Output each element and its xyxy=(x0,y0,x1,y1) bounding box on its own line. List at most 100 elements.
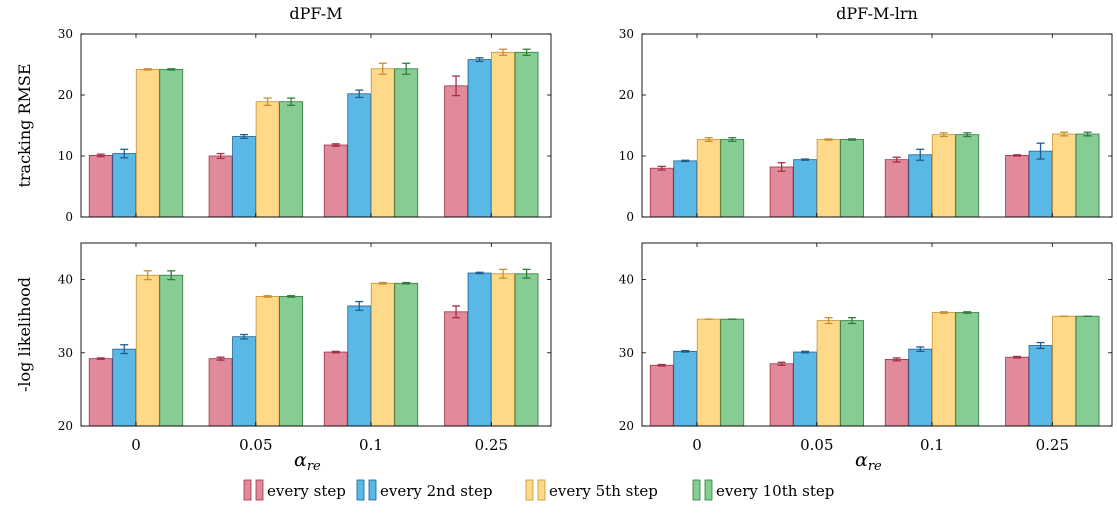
panel-top-right: 0 10 20 30 xyxy=(619,27,1113,224)
frame-bottom-right xyxy=(641,242,1113,427)
bar-top-left-0.1-3 xyxy=(394,68,419,218)
errorbar-top-left-0-2 xyxy=(143,68,152,71)
bar-bottom-left-0.05-1 xyxy=(232,336,256,427)
errorbar-top-left-0.05-2 xyxy=(263,97,272,107)
errorbar-bottom-left-0-0 xyxy=(96,357,105,361)
frame-bottom-left xyxy=(80,242,552,427)
bar-bottom-left-0.1-2 xyxy=(370,282,395,427)
errorbar-top-right-0.05-2 xyxy=(824,138,833,141)
bar-top-right-0.25-2 xyxy=(1052,133,1076,218)
bar-bottom-left-0.25-2 xyxy=(491,273,515,427)
bar-top-left-0.25-1 xyxy=(467,59,492,218)
errorbar-bottom-right-0.25-1 xyxy=(1036,341,1045,350)
column-title-right: dPF-M-lrn xyxy=(836,4,918,23)
ytick-label-bottom-left-30: 30 xyxy=(58,346,73,360)
errorbar-bottom-left-0.1-2 xyxy=(378,281,387,285)
bar-top-left-0.1-1 xyxy=(347,93,372,218)
bar-bottom-right-0-3 xyxy=(720,318,745,427)
bar-bottom-left-0.1-1 xyxy=(347,305,372,427)
bar-bottom-left-0.25-3 xyxy=(514,273,539,427)
errorbar-top-right-0.05-1 xyxy=(801,158,810,161)
bar-top-right-0-2 xyxy=(696,139,721,218)
legend-item-2: every 5th step xyxy=(525,479,658,501)
errorbar-bottom-right-0.05-0 xyxy=(777,361,786,366)
x-axis-label-left-sub: re xyxy=(307,459,321,474)
bar-bottom-right-0.1-3 xyxy=(955,312,980,427)
errorbar-bottom-left-0.1-1 xyxy=(355,300,364,311)
bar-top-right-0.1-1 xyxy=(908,154,933,218)
errorbar-bottom-right-0.1-3 xyxy=(963,311,972,314)
bar-bottom-right-0.05-3 xyxy=(840,320,864,427)
errorbar-bottom-left-0.25-0 xyxy=(452,305,461,319)
errorbar-top-left-0-1 xyxy=(120,148,129,159)
bar-bottom-left-0.05-3 xyxy=(279,296,303,427)
ylabel-top-left: tracking RMSE xyxy=(15,63,34,187)
errorbar-top-left-0-3 xyxy=(167,68,176,71)
bar-top-right-0.05-3 xyxy=(840,139,864,218)
legend-label-2: every 5th step xyxy=(549,482,658,500)
bar-top-right-0.1-2 xyxy=(931,134,956,218)
errorbar-bottom-left-0.05-3 xyxy=(287,295,296,298)
errorbar-top-right-0.1-0 xyxy=(892,156,901,163)
xtick-label-bottom-right-0.25: 0.25 xyxy=(1036,436,1069,454)
legend-swatch-b-3 xyxy=(704,479,713,501)
errorbar-bottom-left-0-2 xyxy=(143,270,152,281)
errorbar-top-right-0-1 xyxy=(681,159,690,163)
xtick-label-bottom-left-0: 0 xyxy=(131,436,141,454)
bar-top-left-0.25-2 xyxy=(491,51,515,218)
errorbar-bottom-left-0-1 xyxy=(120,344,129,355)
column-title-left: dPF-M xyxy=(289,4,342,23)
bar-bottom-left-0.1-0 xyxy=(323,351,348,427)
bar-bottom-right-0.1-2 xyxy=(931,312,956,427)
ytick-label-bottom-right-30: 30 xyxy=(619,346,634,360)
panel-bottom-right: 0 0.05 0.1 0.25 20 30 40 xyxy=(619,242,1113,454)
errorbar-top-right-0-0 xyxy=(657,165,666,171)
ytick-label-top-right-30: 30 xyxy=(619,27,634,41)
errorbar-top-right-0-3 xyxy=(728,137,737,143)
bar-top-left-0.25-3 xyxy=(514,51,539,218)
bar-top-left-0-3 xyxy=(159,68,184,218)
legend-item-0: every step xyxy=(243,479,346,501)
bar-bottom-right-0.1-1 xyxy=(908,348,933,427)
ytick-label-top-right-10: 10 xyxy=(619,149,634,163)
bar-bottom-left-0-1 xyxy=(112,348,137,427)
errorbar-bottom-left-0.1-3 xyxy=(402,281,411,285)
legend-swatch-a-1 xyxy=(356,479,365,501)
bar-bottom-left-0.25-0 xyxy=(444,311,468,427)
bar-bottom-right-0.25-3 xyxy=(1075,315,1100,427)
ytick-label-top-right-0: 0 xyxy=(626,210,634,224)
ytick-label-top-left-0: 0 xyxy=(65,210,73,224)
errorbar-top-right-0.05-3 xyxy=(848,138,857,141)
panel-top-left: 0 10 20 30 tracking RMSE xyxy=(15,27,552,224)
bar-top-left-0.1-0 xyxy=(323,144,348,218)
bar-bottom-right-0.1-0 xyxy=(884,358,909,427)
errorbar-top-right-0.25-2 xyxy=(1060,131,1069,137)
errorbar-top-left-0.25-0 xyxy=(452,75,461,97)
legend-swatch-a-3 xyxy=(692,479,701,501)
legend-swatch-a-2 xyxy=(525,479,534,501)
bar-top-left-0-0 xyxy=(88,154,113,218)
errorbar-top-left-0.25-3 xyxy=(522,48,531,56)
bar-top-left-0-2 xyxy=(135,68,160,218)
legend: every step every 2nd step every 5th step ev… xyxy=(243,479,834,501)
errorbar-top-left-0.05-3 xyxy=(287,97,296,107)
legend-item-3: every 10th step xyxy=(692,479,834,501)
errorbar-top-right-0.1-2 xyxy=(939,132,948,138)
frame-top-left xyxy=(80,33,552,218)
errorbar-top-left-0.05-0 xyxy=(216,152,225,160)
errorbar-top-right-0-2 xyxy=(704,137,713,143)
ytick-label-bottom-right-40: 40 xyxy=(619,273,634,287)
bar-top-right-0-3 xyxy=(720,139,745,218)
panel-bottom-left: 0 0.05 0.1 0.25 20 30 40 -log likelihood xyxy=(15,242,552,454)
bar-top-left-0.05-1 xyxy=(232,136,256,218)
bar-top-right-0-0 xyxy=(649,167,674,218)
xtick-label-bottom-left-0.05: 0.05 xyxy=(239,436,272,454)
bar-bottom-right-0.05-2 xyxy=(816,320,841,427)
legend-swatch-b-1 xyxy=(368,479,377,501)
errorbar-bottom-left-0.05-1 xyxy=(240,333,249,340)
bar-bottom-left-0.25-1 xyxy=(467,272,492,427)
errorbar-top-right-0.25-0 xyxy=(1013,154,1022,157)
errorbar-top-right-0.1-1 xyxy=(916,148,925,161)
bar-bottom-left-0.1-3 xyxy=(394,282,419,427)
